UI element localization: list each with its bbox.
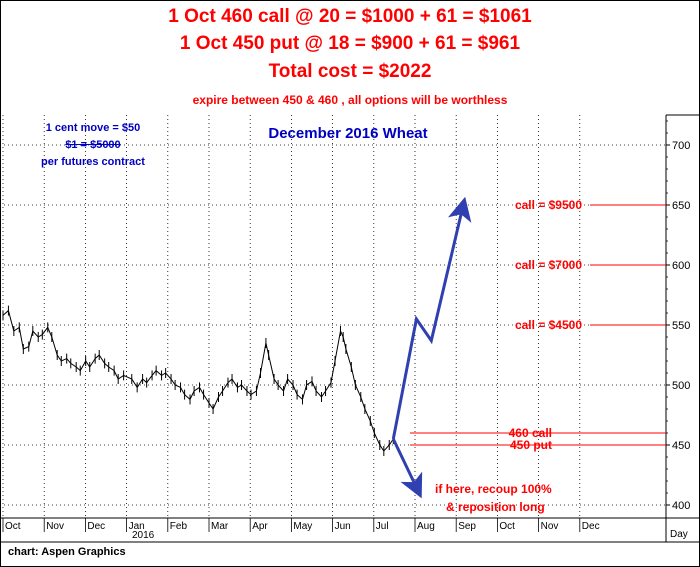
x-axis-unit: Day: [670, 529, 688, 540]
level-label-600: call = $7000: [515, 258, 582, 272]
x-tick-label-5: Mar: [211, 521, 229, 532]
header-call-line: 1 Oct 460 call @ 20 = $1000 + 61 = $1061: [168, 6, 532, 27]
y-tick-label-600: 600: [672, 260, 690, 272]
projection-down-arrow: [391, 438, 423, 499]
x-tick-label-3: Jan: [129, 521, 145, 532]
x-tick-label-1: Nov: [46, 521, 64, 532]
x-tick-label-6: Apr: [252, 521, 268, 532]
header-expiry-note: expire between 450 & 460 , all options w…: [192, 93, 508, 107]
level-label-550: call = $4500: [515, 318, 582, 332]
projection-up-arrow: [391, 196, 472, 440]
grid: [0, 115, 666, 518]
y-tick-label-550: 550: [672, 320, 690, 332]
cent-move-note: 1 cent move = $50: [45, 122, 141, 134]
y-tick-label-700: 700: [672, 140, 690, 152]
y-tick-label-450: 450: [672, 440, 690, 452]
price-line: [2, 309, 394, 452]
x-tick-label-9: Jul: [376, 521, 389, 532]
x-tick-label-12: Oct: [499, 521, 515, 532]
header-put-line: 1 Oct 450 put @ 18 = $900 + 61 = $961: [179, 33, 521, 54]
level-label-450: 450 put: [510, 438, 552, 452]
header-total-line: Total cost = $2022: [268, 61, 432, 82]
y-tick-label-650: 650: [672, 200, 690, 212]
x-tick-label-13: Nov: [541, 521, 559, 532]
x-tick-label-2: Dec: [87, 521, 105, 532]
y-tick-label-500: 500: [672, 380, 690, 392]
year-label: 2016: [132, 530, 155, 541]
x-tick-label-8: Jun: [335, 521, 351, 532]
level-label-460: 460 call: [509, 426, 552, 440]
x-tick-label-7: May: [293, 521, 312, 532]
projection-arrows: [391, 196, 472, 499]
x-tick-label-4: Feb: [170, 521, 188, 532]
axes: 400 450 500 550 600 650 700 Oct Nov Dec Jan Feb Mar A…: [0, 114, 700, 543]
x-tick-label-14: Dec: [582, 521, 600, 532]
recoup-annotation: if here, recoup 100%: [435, 482, 552, 496]
chart-title: December 2016 Wheat: [268, 125, 427, 142]
per-contract-note: per futures contract: [41, 156, 145, 168]
x-tick-label-11: Sep: [458, 521, 476, 532]
y-tick-label-400: 400: [672, 500, 690, 512]
dollar-move-note: $1 = $5000: [65, 139, 121, 151]
x-tick-label-10: Aug: [417, 521, 435, 532]
level-label-650: call = $9500: [515, 198, 582, 212]
x-tick-label-0: Oct: [5, 521, 21, 532]
price-layer: [2, 305, 394, 456]
price-levels: call = $9500 call = $7000 call = $4500 460 …: [410, 198, 666, 452]
reposition-annotation: & reposition long: [446, 500, 545, 514]
chart-source: chart: Aspen Graphics: [8, 546, 126, 558]
